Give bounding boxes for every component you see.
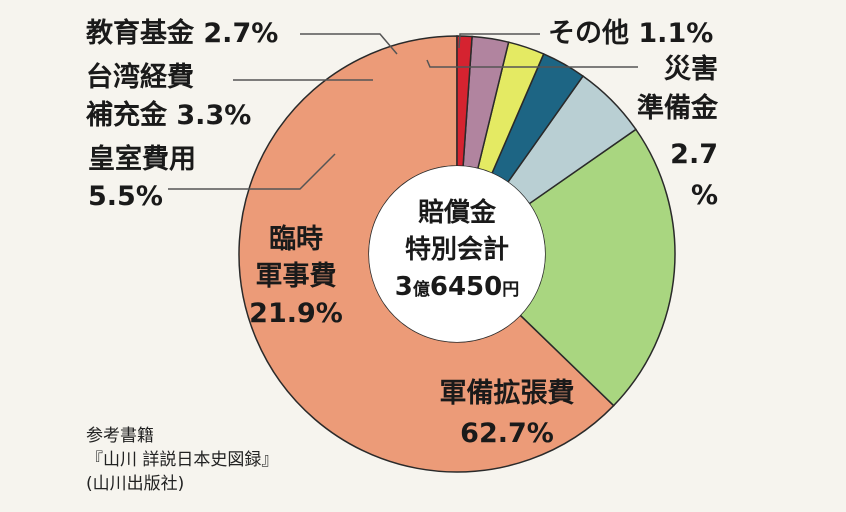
donut-hole	[369, 166, 545, 342]
source-line-3: (山川出版社)	[86, 474, 185, 494]
slice-label-6-line-3: 2.7	[670, 139, 718, 170]
slice-label-6-line-1: 災害	[664, 53, 718, 85]
slice-label-2-line-3: 21.9%	[249, 298, 343, 329]
center-amount-oku: 億	[413, 279, 430, 300]
slice-label-2-line-2: 軍事費	[256, 261, 337, 292]
center-amount-number: 3	[395, 272, 413, 302]
slice-label-4-line-2: 補充金 3.3%	[85, 99, 251, 131]
slice-label-7-line-1: その他 1.1%	[548, 18, 713, 49]
source-line-2: 『山川 詳説日本史図録』	[86, 450, 279, 470]
slice-label-2-line-1: 臨時	[269, 224, 323, 255]
slice-label-1-line-1: 軍備拡張費	[440, 377, 575, 409]
center-label-line2: 特別会計	[405, 234, 509, 265]
leader-line-6	[426, 59, 638, 68]
leader-line-3	[168, 153, 336, 190]
slice-label-6-line-2: 準備金	[637, 92, 719, 124]
center-label-line1: 賠償金	[418, 197, 497, 228]
slice-label-3-line-1: 皇室費用	[88, 143, 196, 175]
slice-label-6-line-4: %	[691, 180, 718, 211]
source-citation: 参考書籍 『山川 詳説日本史図録』 (山川出版社)	[86, 424, 278, 496]
slice-label-4-line-1: 台湾経費	[86, 61, 194, 93]
leader-line-5	[300, 33, 398, 55]
leader-line-7	[458, 33, 540, 49]
slice-label-5-line-1: 教育基金 2.7%	[86, 17, 278, 49]
source-line-1: 参考書籍	[86, 426, 154, 446]
slice-label-3-line-2: 5.5%	[88, 181, 163, 212]
center-amount-rest: 6450	[430, 272, 502, 302]
center-amount-yen: 円	[502, 280, 519, 300]
center-amount: 3億6450円	[395, 272, 519, 302]
slice-label-1-line-2: 62.7%	[460, 418, 554, 449]
